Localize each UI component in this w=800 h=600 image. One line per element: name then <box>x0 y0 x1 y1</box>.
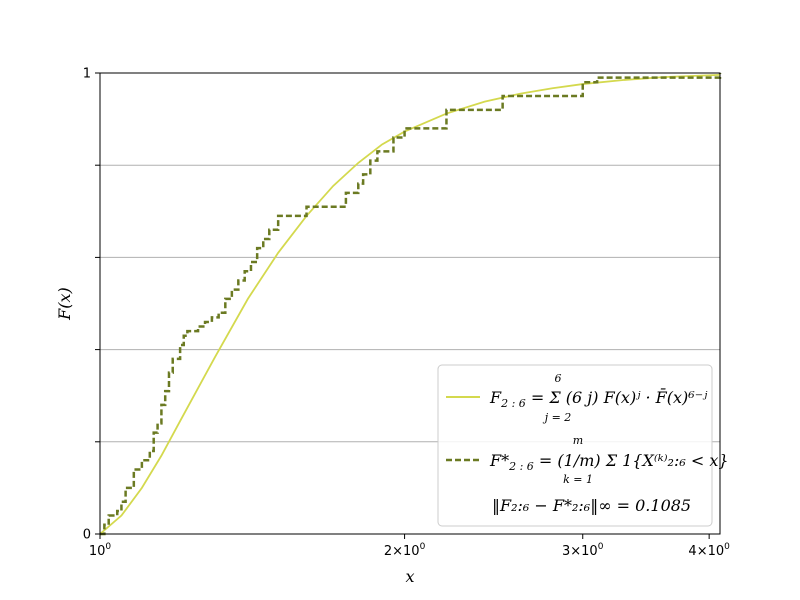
plot-frame <box>99 72 721 535</box>
legend-theoretical-sum-to: 6 <box>555 372 562 385</box>
series-layer <box>99 73 722 536</box>
x-tick-label-2: 3×100 <box>562 542 604 559</box>
x-tick-label-1: 2×100 <box>384 542 426 559</box>
legend-theoretical-sum-from: j = 2 <box>542 411 572 424</box>
legend-entry-empirical: F*2 : 6 = (1/m) Σ 1{X⁽ᵏ⁾₂:₆ < x} m k = 1 <box>489 434 729 486</box>
y-axis-label: F(x) <box>55 287 74 321</box>
legend-empirical-rhs: = (1/m) Σ 1{X⁽ᵏ⁾₂:₆ < x} <box>534 451 729 470</box>
legend-empirical-sum-from: k = 1 <box>563 473 593 486</box>
legend: F2 : 6 = Σ (6 j) F(x)ʲ · F̄(x)⁶⁻ʲ 6 j = … <box>437 364 729 527</box>
legend-box <box>437 364 713 527</box>
legend-empirical-main: F* <box>489 451 509 470</box>
legend-empirical-sub: 2 : 6 <box>508 460 534 473</box>
x-tick-label-0: 100 <box>89 542 112 559</box>
legend-theoretical-rhs: = Σ (6 j) F(x)ʲ · F̄(x)⁶⁻ʲ <box>526 386 708 407</box>
y-tick-label-0: 0 <box>83 528 91 543</box>
x-axis-label: x <box>405 567 414 586</box>
axis-ticks: 100 2×100 3×100 4×100 0 1 <box>83 67 730 560</box>
sup-norm-annotation: ‖F₂:₆ − F*₂:₆‖∞ = 0.1085 <box>492 496 691 515</box>
y-tick-label-5: 1 <box>83 67 91 82</box>
x-tick-label-3: 4×100 <box>688 542 730 559</box>
legend-theoretical-sub: 2 : 6 <box>500 397 526 410</box>
legend-empirical-sum-to: m <box>573 434 583 447</box>
legend-theoretical-main: F <box>489 388 502 407</box>
series-line-empirical <box>100 73 722 536</box>
svg-text:F*2 : 6 = (1/m) Σ 1{X⁽ᵏ⁾₂:₆ <: F*2 : 6 = (1/m) Σ 1{X⁽ᵏ⁾₂:₆ < x} <box>489 451 729 473</box>
legend-entry-theoretical: F2 : 6 = Σ (6 j) F(x)ʲ · F̄(x)⁶⁻ʲ 6 j = … <box>489 372 708 424</box>
series-line-theoretical <box>99 73 721 535</box>
svg-text:F2 : 6 = Σ (6 j) F(x)ʲ · F̄(x): F2 : 6 = Σ (6 j) F(x)ʲ · F̄(x)⁶⁻ʲ <box>489 386 708 410</box>
